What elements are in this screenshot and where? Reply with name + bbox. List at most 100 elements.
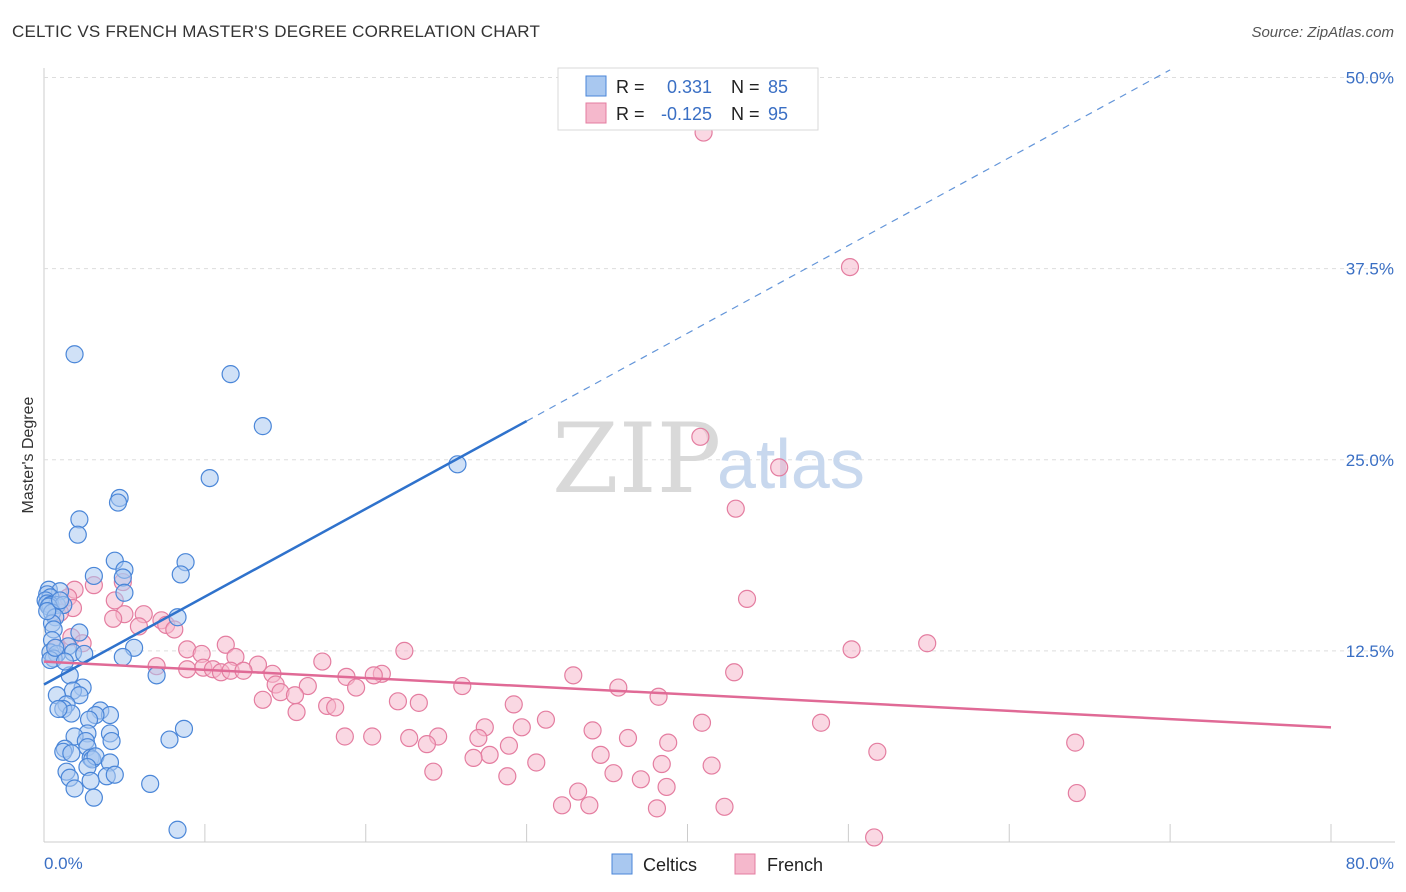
french-point bbox=[618, 728, 638, 748]
french-point bbox=[536, 710, 556, 729]
french-point bbox=[313, 652, 332, 671]
celtics-point bbox=[171, 565, 190, 584]
legend-r-value-french: -0.125 bbox=[661, 104, 712, 124]
y-tick-label: 25.0% bbox=[1346, 451, 1394, 470]
celtics-point bbox=[115, 583, 134, 602]
french-point bbox=[725, 663, 744, 682]
celtics-point bbox=[174, 719, 194, 738]
french-point bbox=[417, 735, 436, 754]
celtics-point bbox=[65, 779, 84, 798]
y-tick-label: 37.5% bbox=[1346, 260, 1394, 279]
french-point bbox=[424, 762, 443, 781]
french-point bbox=[499, 736, 519, 755]
french-point bbox=[216, 635, 235, 654]
celtics-trend-extension bbox=[526, 69, 1171, 422]
celtics-point bbox=[113, 568, 132, 587]
watermark-atlas: atlas bbox=[717, 425, 865, 503]
french-point bbox=[726, 499, 745, 518]
french-point bbox=[464, 748, 483, 768]
french-point bbox=[335, 727, 354, 746]
celtics-point bbox=[49, 699, 68, 719]
celtics-point bbox=[141, 774, 160, 793]
x-tick-label-min: 0.0% bbox=[44, 854, 83, 873]
bottom-legend: Celtics French bbox=[611, 853, 823, 875]
top-legend: R = 0.331 N = 85 R = -0.125 N = 95 bbox=[557, 67, 819, 131]
gridlines bbox=[44, 77, 1395, 652]
french-point bbox=[453, 676, 472, 696]
french-point bbox=[652, 754, 671, 774]
french-point bbox=[691, 427, 710, 446]
celtics-point bbox=[253, 417, 272, 436]
celtics-point bbox=[160, 730, 179, 749]
french-point bbox=[326, 698, 345, 717]
french-point bbox=[631, 770, 650, 789]
french-point bbox=[564, 666, 583, 685]
celtics-point bbox=[62, 744, 81, 763]
french-point bbox=[659, 733, 678, 752]
french-point bbox=[770, 458, 789, 477]
bottom-legend-label-french: French bbox=[767, 855, 823, 875]
french-point bbox=[400, 728, 419, 748]
french-point bbox=[1067, 783, 1086, 803]
celtics-point bbox=[113, 647, 132, 667]
french-point bbox=[104, 609, 123, 628]
french-point bbox=[918, 634, 937, 653]
french-point bbox=[388, 692, 408, 711]
celtics-point bbox=[46, 638, 65, 657]
bottom-legend-swatch-celtics bbox=[611, 853, 633, 875]
french-point bbox=[604, 764, 623, 783]
chart-title: CELTIC VS FRENCH MASTER'S DEGREE CORRELA… bbox=[12, 22, 541, 41]
x-tick-label-max: 80.0% bbox=[1346, 854, 1394, 873]
celtics-point bbox=[50, 591, 70, 610]
french-point bbox=[865, 828, 884, 847]
french-point bbox=[580, 796, 599, 815]
french-point bbox=[253, 690, 272, 709]
celtics-trend-line bbox=[43, 419, 528, 686]
legend-swatch-french bbox=[585, 102, 607, 124]
legend-n-label-celtics: N = bbox=[731, 77, 760, 97]
celtics-point bbox=[38, 602, 57, 621]
celtics-point bbox=[68, 525, 87, 544]
legend-r-label-french: R = bbox=[616, 104, 645, 124]
french-point bbox=[285, 686, 305, 705]
celtics-point bbox=[221, 365, 240, 384]
celtics-point bbox=[84, 566, 103, 586]
celtics-series bbox=[36, 345, 467, 839]
french-point bbox=[840, 257, 860, 277]
legend-n-value-celtics: 85 bbox=[768, 77, 788, 97]
watermark-zip: ZIP bbox=[552, 403, 721, 515]
legend-r-value-celtics: 0.331 bbox=[667, 77, 712, 97]
french-point bbox=[469, 728, 488, 748]
french-point bbox=[504, 695, 523, 714]
french-point bbox=[395, 641, 414, 660]
french-point bbox=[363, 727, 382, 746]
french-point bbox=[811, 713, 831, 732]
french-point bbox=[868, 742, 887, 761]
celtics-point bbox=[102, 731, 121, 751]
french-point bbox=[480, 745, 499, 764]
french-point bbox=[569, 782, 588, 801]
french-point bbox=[842, 640, 861, 659]
french-point bbox=[657, 777, 676, 797]
french-point bbox=[409, 693, 428, 712]
french-trend-line bbox=[43, 660, 1332, 729]
celtics-point bbox=[108, 493, 128, 512]
legend-n-label-french: N = bbox=[731, 104, 760, 124]
chart-source: Source: ZipAtlas.com bbox=[1251, 24, 1394, 41]
french-point bbox=[552, 796, 572, 815]
french-point bbox=[609, 678, 628, 697]
legend-swatch-celtics bbox=[585, 75, 607, 97]
french-point bbox=[527, 753, 546, 772]
bottom-legend-label-celtics: Celtics bbox=[643, 855, 697, 875]
y-tick-label: 50.0% bbox=[1346, 69, 1394, 88]
celtics-point bbox=[105, 765, 124, 784]
legend-n-value-french: 95 bbox=[768, 104, 788, 124]
x-axis-ticks bbox=[43, 824, 1332, 842]
celtics-point bbox=[81, 771, 100, 790]
celtics-point bbox=[84, 788, 103, 807]
french-point bbox=[649, 687, 668, 706]
french-point bbox=[287, 702, 306, 722]
french-point bbox=[512, 718, 531, 737]
watermark: ZIP atlas bbox=[552, 403, 865, 515]
celtics-point bbox=[147, 666, 166, 685]
